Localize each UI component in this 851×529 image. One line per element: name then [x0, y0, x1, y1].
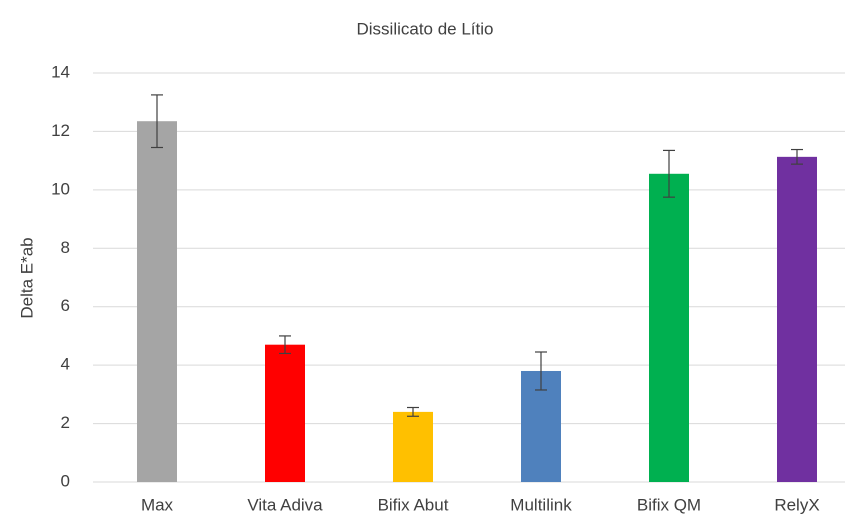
y-tick-label: 12 — [51, 121, 70, 140]
bar — [777, 156, 817, 482]
x-tick-label: Bifix Abut — [378, 495, 449, 514]
x-tick-label: Max — [141, 495, 174, 514]
x-tick-label: Vita Adiva — [247, 495, 323, 514]
error-bar — [279, 335, 291, 355]
error-bar — [791, 148, 803, 165]
y-tick-label: 6 — [61, 296, 70, 315]
x-tick-label: RelyX — [774, 495, 819, 514]
error-bar — [663, 149, 675, 198]
error-bar — [151, 94, 163, 149]
bar — [265, 344, 305, 482]
y-tick-label: 14 — [51, 62, 70, 81]
chart-title: Dissilicato de Lítio — [356, 19, 493, 38]
error-bar — [407, 406, 419, 417]
bar — [649, 173, 689, 482]
error-bar — [535, 351, 547, 391]
y-tick-label: 10 — [51, 179, 70, 198]
y-axis-label: Delta E*ab — [17, 237, 36, 318]
y-tick-label: 2 — [61, 413, 70, 432]
y-tick-label: 8 — [61, 238, 70, 257]
x-tick-label: Bifix QM — [637, 495, 701, 514]
y-tick-label: 0 — [61, 471, 70, 490]
y-tick-label: 4 — [61, 355, 70, 374]
bar — [137, 121, 177, 482]
x-tick-label: Multilink — [510, 495, 572, 514]
bar — [393, 411, 433, 482]
